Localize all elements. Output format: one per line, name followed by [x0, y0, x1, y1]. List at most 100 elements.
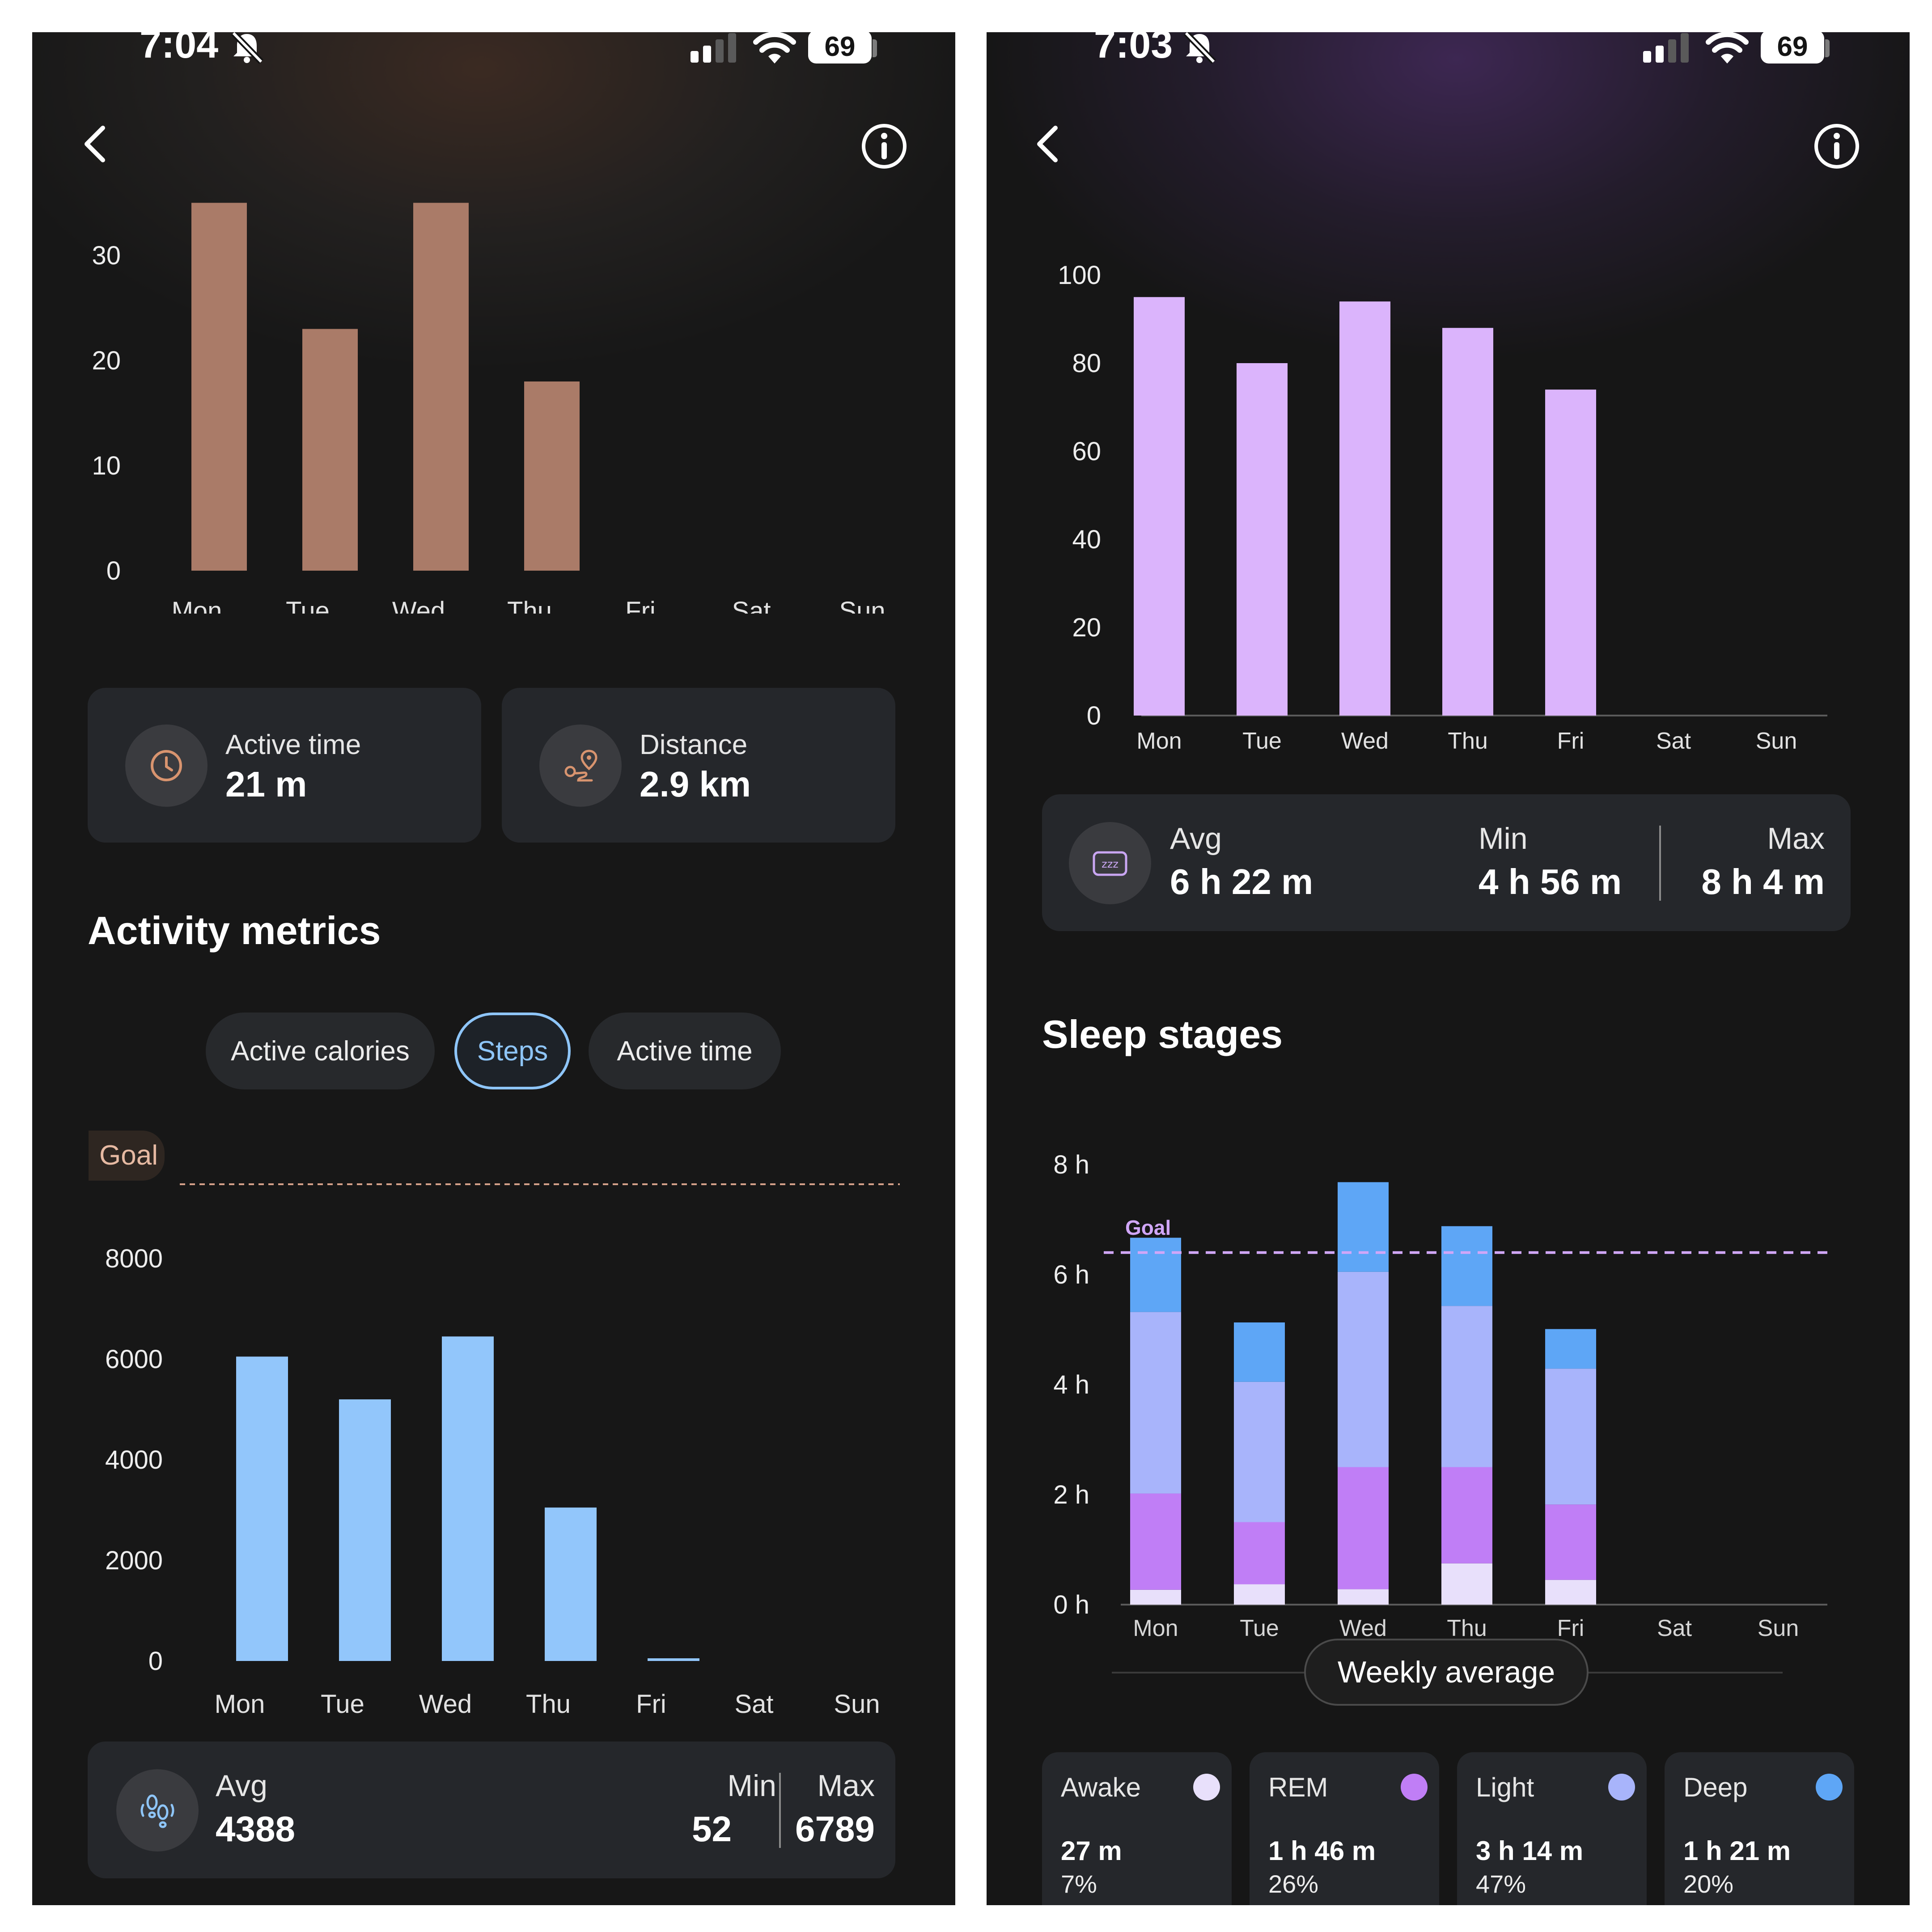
stage-card-awake: Awake 27 m 7% — [1042, 1752, 1232, 1905]
active-time-card[interactable]: Active time 21 m — [88, 688, 481, 843]
avg-value: 4388 — [216, 1809, 295, 1849]
stage-name: Awake — [1061, 1772, 1141, 1802]
chip-active-time[interactable]: Active time — [589, 1013, 781, 1089]
min-value: 4 h 56 m — [1479, 862, 1622, 902]
stage-value: 3 h 14 m — [1476, 1836, 1584, 1866]
stage-segment-rem-tue — [1234, 1522, 1285, 1585]
stage-name: Deep — [1683, 1772, 1748, 1802]
chip-active-calories[interactable]: Active calories — [206, 1013, 435, 1089]
stage-percent: 26% — [1268, 1870, 1319, 1898]
bar-mon — [1134, 297, 1185, 716]
x-tick-label: Tue — [1242, 728, 1282, 754]
steps-bar-chart: 0 2000 4000 6000 8000 Mon Tue Wed Thu Fri Sat Sun — [105, 1183, 900, 1719]
bar-mon — [191, 203, 247, 571]
stage-name: REM — [1268, 1772, 1328, 1802]
info-icon[interactable] — [860, 122, 909, 171]
sleep-stages-title: Sleep stages — [1042, 1012, 1283, 1056]
stage-segment-light-tue — [1234, 1381, 1285, 1522]
stage-segment-awake-tue — [1234, 1584, 1285, 1605]
y-tick-label: 30 — [92, 241, 121, 270]
sleep-stages-chart: 0 h 2 h 4 h 6 h 8 h Mon Tue Wed Thu Fri Sat Sun Goal — [1053, 1150, 1827, 1641]
y-tick-label: 80 — [1072, 349, 1101, 378]
y-tick-label: 2 h — [1053, 1480, 1089, 1509]
wifi-icon — [753, 32, 796, 64]
x-tick-label: Thu — [1448, 728, 1488, 754]
battery-tip — [873, 39, 877, 57]
stage-dot — [1193, 1774, 1220, 1801]
y-tick-label: 20 — [92, 346, 121, 375]
x-tick-label: Thu — [526, 1690, 571, 1719]
chip-steps[interactable]: Steps — [454, 1013, 571, 1089]
active-time-icon-wrap — [125, 724, 208, 807]
stage-segment-light-fri — [1545, 1368, 1596, 1505]
bar-fri — [648, 1658, 699, 1661]
distance-card[interactable]: Distance 2.9 km — [502, 688, 895, 843]
y-tick-label: 0 — [1087, 701, 1101, 730]
x-tick-label: Sat — [1657, 1615, 1692, 1641]
clock-icon — [151, 750, 182, 781]
activity-bar-chart: 0 10 20 30 Mon Tue Wed Thu Fri Sat Sun — [92, 203, 886, 614]
stage-segment-light-thu — [1441, 1306, 1492, 1467]
stage-dot — [1816, 1774, 1843, 1801]
x-tick-label: Tue — [286, 597, 330, 614]
stage-segment-deep-thu — [1441, 1226, 1492, 1306]
stage-value: 1 h 46 m — [1268, 1836, 1376, 1866]
x-tick-label: Mon — [172, 597, 222, 614]
distance-value: 2.9 km — [640, 764, 751, 804]
stage-card-rem: REM 1 h 46 m 26% — [1250, 1752, 1439, 1905]
svg-text:zzz: zzz — [1102, 858, 1119, 870]
stage-segment-awake-thu — [1441, 1563, 1492, 1605]
avg-value: 6 h 22 m — [1170, 862, 1313, 902]
x-tick-label: Wed — [392, 597, 445, 614]
max-value: 6789 — [795, 1809, 875, 1849]
back-chevron-icon[interactable] — [1030, 122, 1065, 166]
y-tick-label: 6000 — [105, 1345, 163, 1374]
stage-segment-rem-thu — [1441, 1467, 1492, 1563]
stage-segment-deep-tue — [1234, 1322, 1285, 1382]
battery-level: 69 — [1761, 32, 1824, 64]
bar-fri — [1545, 390, 1596, 716]
steps-icon-wrap — [116, 1769, 199, 1852]
battery-level: 69 — [808, 32, 872, 64]
sleep-screen: 7:03 69 0 20 40 60 80 100 Mon Tue Wed Thu Fri Sat Su… — [987, 32, 1910, 1905]
weekly-average-pill[interactable]: Weekly average — [1304, 1639, 1589, 1706]
min-label: Min — [727, 1769, 776, 1803]
x-tick-label: Sat — [732, 597, 771, 614]
sleep-icon-wrap: zzz — [1069, 822, 1151, 904]
y-tick-label: 4 h — [1053, 1370, 1089, 1399]
distance-icon-wrap — [539, 724, 622, 807]
x-tick-label: Wed — [419, 1690, 472, 1719]
sleep-zzz-icon: zzz — [1093, 851, 1127, 876]
back-chevron-icon[interactable] — [77, 122, 113, 166]
stage-segment-deep-wed — [1338, 1182, 1389, 1272]
x-tick-label: Tue — [321, 1690, 364, 1719]
x-tick-label: Wed — [1339, 1615, 1387, 1641]
x-tick-label: Wed — [1341, 728, 1389, 754]
x-tick-label: Sat — [1656, 728, 1691, 754]
bar-wed — [442, 1336, 494, 1661]
y-tick-label: 60 — [1072, 437, 1101, 466]
info-icon[interactable] — [1812, 122, 1861, 171]
x-tick-label: Sun — [1756, 728, 1797, 754]
y-tick-label: 6 h — [1053, 1260, 1089, 1289]
x-tick-label: Fri — [1557, 1615, 1585, 1641]
battery-tip — [1825, 39, 1830, 57]
stage-segment-light-wed — [1338, 1271, 1389, 1467]
y-tick-label: 8000 — [105, 1244, 163, 1273]
stage-segment-rem-mon — [1130, 1493, 1181, 1590]
distance-label: Distance — [640, 729, 748, 760]
stage-segment-deep-fri — [1545, 1329, 1596, 1369]
x-tick-label: Fri — [625, 597, 656, 614]
stage-percent: 47% — [1476, 1870, 1526, 1898]
bar-thu — [1442, 328, 1493, 716]
y-tick-label: 0 — [106, 556, 121, 585]
bar-wed — [1339, 301, 1390, 716]
min-value: 52 — [692, 1809, 732, 1849]
stage-value: 27 m — [1061, 1836, 1122, 1866]
activity-metrics-title: Activity metrics — [88, 908, 381, 953]
bar-thu — [545, 1507, 597, 1661]
summary-divider — [1659, 826, 1661, 901]
stage-percent: 7% — [1061, 1870, 1097, 1898]
x-tick-label: Tue — [1240, 1615, 1279, 1641]
avg-label: Avg — [1170, 822, 1222, 856]
